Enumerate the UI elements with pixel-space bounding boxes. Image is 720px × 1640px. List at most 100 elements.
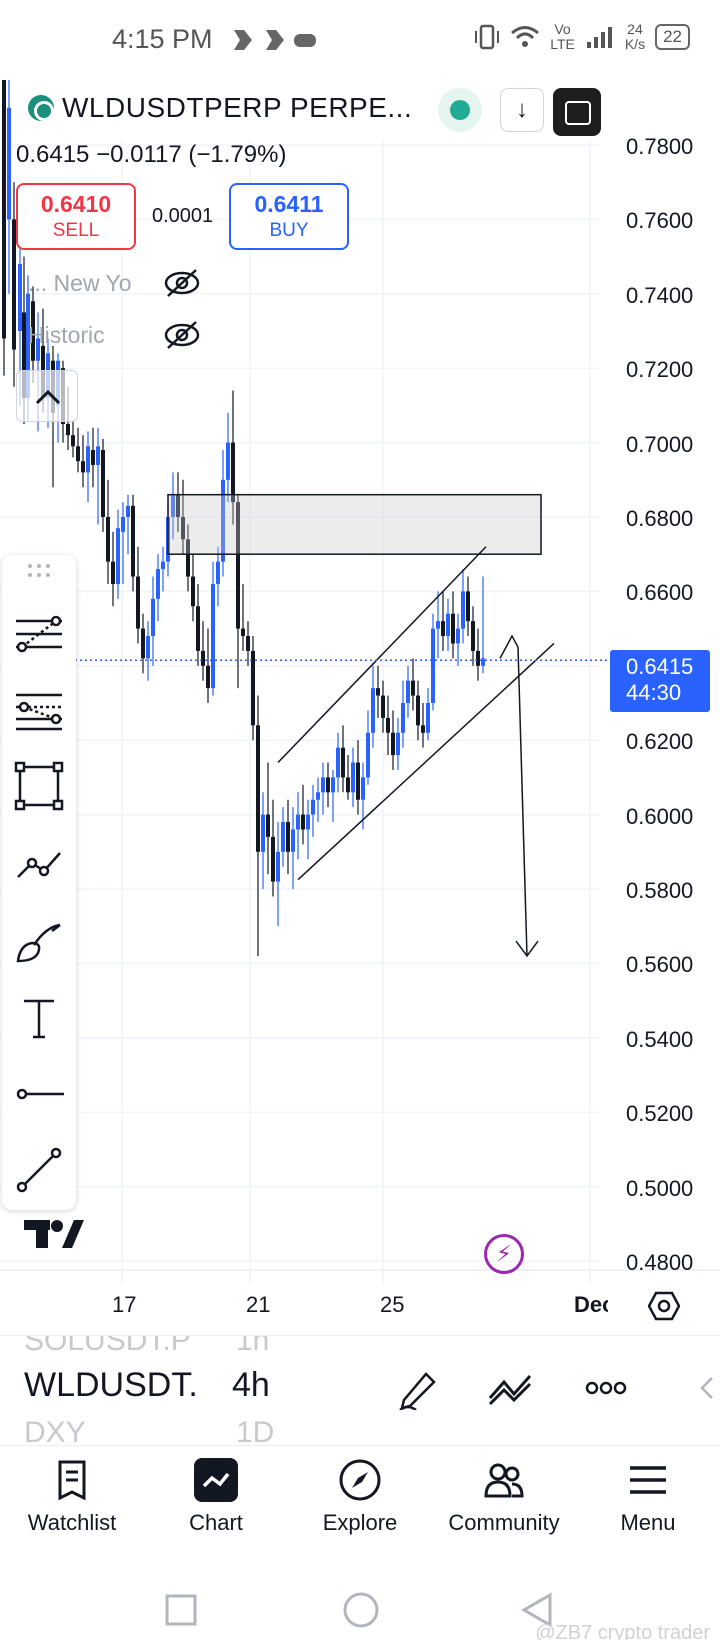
collapse-legend-button[interactable]	[16, 370, 78, 422]
indicators-icon[interactable]	[486, 1368, 534, 1408]
candle-body	[331, 777, 335, 793]
candle-body	[191, 576, 195, 607]
buy-button[interactable]: 0.6411 BUY	[229, 183, 349, 250]
chevron-left-icon[interactable]	[698, 1374, 718, 1402]
candle-body	[116, 528, 120, 584]
price-axis-label: 0.5600	[626, 952, 694, 978]
candle-body	[111, 561, 115, 584]
candle-body	[271, 836, 275, 882]
prev-symbol[interactable]: SOLUSDT.P	[24, 1335, 191, 1357]
fib-retracement-icon[interactable]	[12, 607, 66, 661]
next-interval[interactable]: 1D	[236, 1416, 275, 1445]
sell-button[interactable]: 0.6410 SELL	[16, 183, 136, 250]
projection-arrow-head	[515, 940, 539, 958]
nav-explore[interactable]: Explore	[290, 1446, 430, 1566]
candle-body	[206, 665, 210, 689]
prev-interval[interactable]: 1h	[236, 1335, 270, 1357]
fullscreen-button[interactable]	[553, 88, 601, 136]
eye-off-icon[interactable]	[164, 268, 200, 298]
nav-label: Menu	[620, 1510, 676, 1535]
brush-tool-icon[interactable]	[12, 915, 66, 969]
nav-watchlist[interactable]: Watchlist	[2, 1446, 142, 1566]
recent-apps-icon[interactable]	[164, 1593, 198, 1627]
candle-body	[351, 762, 355, 793]
indicator-label: Historic	[28, 321, 105, 348]
home-icon[interactable]	[342, 1591, 380, 1629]
text-tool-icon[interactable]	[12, 991, 66, 1045]
indicator-row[interactable]: ... New Yo	[28, 268, 200, 298]
candle-body	[121, 517, 125, 532]
next-symbol[interactable]: DXY	[24, 1416, 86, 1445]
back-icon[interactable]	[520, 1591, 554, 1629]
battery-icon: 22	[655, 24, 690, 50]
time-axis-label: 17	[112, 1292, 137, 1317]
horizontal-ray-icon[interactable]	[12, 1067, 66, 1121]
candle-body	[22, 312, 26, 398]
wifi-icon	[511, 26, 540, 47]
supply-zone-rectangle	[167, 493, 542, 555]
price-axis-label: 0.4800	[626, 1250, 694, 1275]
net-speed: 24 K/s	[624, 21, 646, 52]
sell-label: SELL	[52, 220, 100, 241]
candle-body	[36, 338, 40, 361]
candle-body	[301, 814, 305, 830]
indicator-row[interactable]: Historic	[28, 320, 200, 350]
trend-line-icon[interactable]	[12, 1143, 66, 1197]
bottom-nav: Watchlist Chart Explore Community Menu	[0, 1445, 720, 1565]
candle-body	[381, 695, 385, 718]
candle-body	[451, 613, 455, 644]
lightning-icon[interactable]: ⚡	[484, 1234, 524, 1274]
candle-body	[421, 725, 425, 733]
candle-body	[376, 688, 380, 696]
candle-body	[146, 636, 150, 659]
nav-label: Community	[448, 1510, 560, 1535]
eye-off-icon[interactable]	[164, 320, 200, 350]
candle-body	[246, 636, 250, 651]
bar-countdown: 44:30	[626, 680, 682, 705]
candle-body	[321, 777, 325, 793]
rectangle-tool-icon[interactable]	[12, 759, 66, 813]
current-symbol[interactable]: WLDUSDT.P	[24, 1366, 196, 1404]
chart-settings-icon[interactable]	[648, 1290, 680, 1322]
path-tool-icon[interactable]	[12, 837, 66, 891]
current-price-label: 0.6415	[626, 654, 694, 679]
candle-body	[346, 777, 350, 793]
more-options-icon[interactable]	[584, 1374, 628, 1402]
nav-chart[interactable]: Chart	[146, 1446, 286, 1566]
market-status-icon[interactable]	[438, 88, 482, 132]
candle-body	[311, 799, 315, 815]
symbol-header[interactable]: WLDUSDTPERP PERPE...	[28, 92, 412, 124]
pencil-icon[interactable]	[396, 1366, 440, 1410]
candle-body	[181, 517, 185, 540]
arrow-down-icon[interactable]: ↓	[500, 88, 544, 132]
price-axis-label: 0.7000	[626, 431, 694, 457]
drag-handle-icon[interactable]	[2, 557, 76, 587]
chevron-up-icon	[35, 389, 61, 405]
candle-body	[406, 680, 410, 703]
candle-body	[281, 822, 285, 852]
symbol-title[interactable]: WLDUSDTPERP PERPE...	[62, 92, 413, 123]
candle-body	[196, 606, 200, 651]
symbol-switcher[interactable]: SOLUSDT.P 1h WLDUSDT.P 4h DXY 1D	[0, 1335, 720, 1445]
gann-fan-icon[interactable]	[12, 683, 66, 737]
candle-body	[481, 658, 485, 666]
candle-body	[211, 583, 215, 689]
candle-body	[306, 814, 310, 830]
candle-body	[391, 732, 395, 756]
candle-body	[86, 446, 90, 473]
notification-icons	[230, 26, 320, 61]
nav-community[interactable]: Community	[434, 1446, 574, 1566]
price-axis-label: 0.7200	[626, 357, 694, 383]
candle-body	[416, 695, 420, 726]
current-interval[interactable]: 4h	[232, 1366, 270, 1404]
candle-body	[156, 569, 160, 599]
candle-body	[466, 591, 470, 622]
watchlist-icon	[58, 1460, 86, 1501]
nav-label: Explore	[322, 1510, 398, 1535]
time-axis-label: 21	[246, 1292, 271, 1317]
candle-body	[231, 442, 235, 503]
candle-body	[241, 628, 245, 637]
candle-body	[411, 680, 415, 696]
price-axis-label: 0.7400	[626, 282, 694, 308]
nav-menu[interactable]: Menu	[578, 1446, 718, 1566]
